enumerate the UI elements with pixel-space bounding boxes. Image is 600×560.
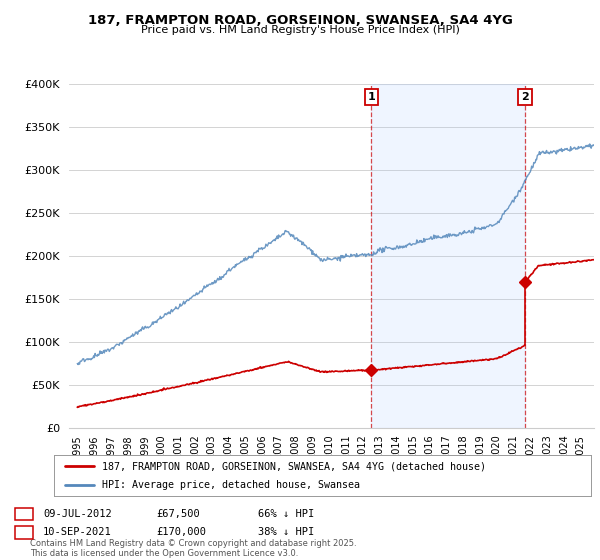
Text: 10-SEP-2021: 10-SEP-2021 [43,527,112,537]
Text: 187, FRAMPTON ROAD, GORSEINON, SWANSEA, SA4 4YG (detached house): 187, FRAMPTON ROAD, GORSEINON, SWANSEA, … [103,461,487,471]
Bar [371,84,525,428]
Text: 38% ↓ HPI: 38% ↓ HPI [258,527,314,537]
Text: Price paid vs. HM Land Registry's House Price Index (HPI): Price paid vs. HM Land Registry's House … [140,25,460,35]
Text: 2: 2 [21,527,27,537]
Text: HPI: Average price, detached house, Swansea: HPI: Average price, detached house, Swan… [103,480,361,489]
Text: 1: 1 [367,92,375,102]
Text: Contains HM Land Registry data © Crown copyright and database right 2025.
This d: Contains HM Land Registry data © Crown c… [30,539,356,558]
Text: £170,000: £170,000 [156,527,206,537]
Text: 2: 2 [521,92,529,102]
Text: 1: 1 [21,508,27,519]
Text: 187, FRAMPTON ROAD, GORSEINON, SWANSEA, SA4 4YG: 187, FRAMPTON ROAD, GORSEINON, SWANSEA, … [88,14,512,27]
Text: £67,500: £67,500 [156,508,200,519]
Text: 09-JUL-2012: 09-JUL-2012 [43,508,112,519]
Text: 66% ↓ HPI: 66% ↓ HPI [258,508,314,519]
